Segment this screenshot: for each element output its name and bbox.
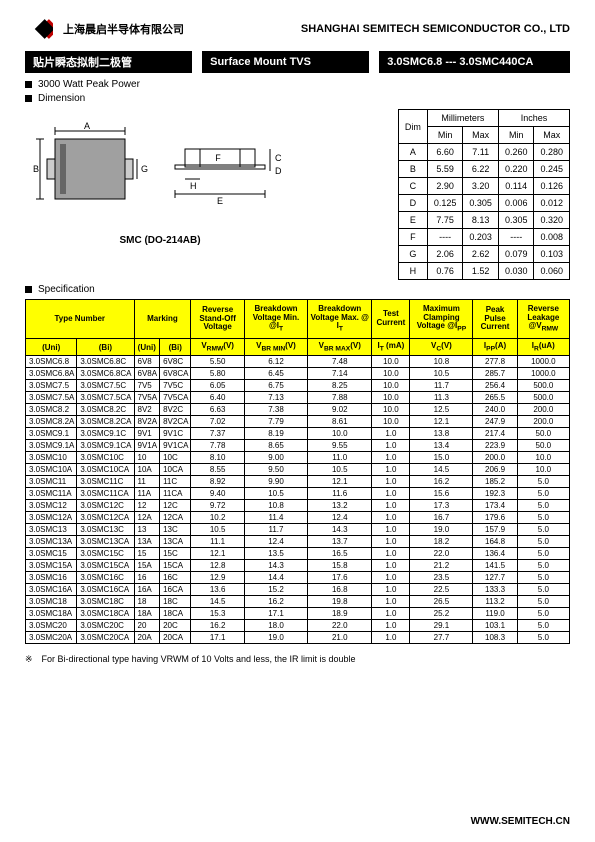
- spec-row: 3.0SMC123.0SMC12C1212C9.7210.813.21.017.…: [26, 500, 570, 512]
- spec-row: 3.0SMC163.0SMC16C1616C12.914.417.61.023.…: [26, 572, 570, 584]
- dim-row: H0.761.520.0300.060: [398, 263, 569, 280]
- footnote: ※ For Bi-directional type having VRWM of…: [25, 652, 570, 665]
- dim-row: E7.758.130.3050.320: [398, 212, 569, 229]
- dim-row: A6.607.110.2600.280: [398, 144, 569, 161]
- spec-row: 3.0SMC9.1A3.0SMC9.1CA9V1A9V1CA7.788.659.…: [26, 440, 570, 452]
- svg-text:C: C: [275, 153, 282, 163]
- spec-row: 3.0SMC6.83.0SMC6.8C6V86V8C5.506.127.4810…: [26, 356, 570, 368]
- svg-text:E: E: [217, 196, 223, 206]
- spec-row: 3.0SMC103.0SMC10C1010C8.109.0011.01.015.…: [26, 452, 570, 464]
- spec-row: 3.0SMC16A3.0SMC16CA16A16CA13.615.216.81.…: [26, 584, 570, 596]
- footer-url: WWW.SEMITECH.CN: [471, 816, 570, 827]
- spec-row: 3.0SMC18A3.0SMC18CA18A18CA15.317.118.91.…: [26, 608, 570, 620]
- feature-power: 3000 Watt Peak Power: [25, 79, 570, 90]
- svg-text:G: G: [141, 164, 148, 174]
- feature-spec: Specification: [25, 284, 570, 295]
- spec-row: 3.0SMC6.8A3.0SMC6.8CA6V8A6V8CA5.806.457.…: [26, 368, 570, 380]
- header: 上海晨启半导体有限公司 SHANGHAI SEMITECH SEMICONDUC…: [25, 15, 570, 43]
- company-logo: [25, 15, 53, 43]
- dim-row: G2.062.620.0790.103: [398, 246, 569, 263]
- company-name-en: SHANGHAI SEMITECH SEMICONDUCTOR CO., LTD: [301, 23, 570, 35]
- dim-row: B5.596.220.2200.245: [398, 161, 569, 178]
- company-name-cn: 上海晨启半导体有限公司: [63, 21, 184, 37]
- svg-text:D: D: [275, 166, 282, 176]
- title-cn: 贴片瞬态拟制二极管: [25, 51, 192, 73]
- spec-row: 3.0SMC183.0SMC18C1818C14.516.219.81.026.…: [26, 596, 570, 608]
- spec-row: 3.0SMC8.2A3.0SMC8.2CA8V2A8V2CA7.027.798.…: [26, 416, 570, 428]
- svg-text:A: A: [84, 121, 90, 131]
- title-part: 3.0SMC6.8 --- 3.0SMC440CA: [379, 51, 570, 73]
- dim-row: F----0.203----0.008: [398, 229, 569, 246]
- spec-row: 3.0SMC11A3.0SMC11CA11A11CA9.4010.511.61.…: [26, 488, 570, 500]
- title-en: Surface Mount TVS: [202, 51, 369, 73]
- package-label: SMC (DO-214AB): [25, 235, 295, 246]
- spec-row: 3.0SMC15A3.0SMC15CA15A15CA12.814.315.81.…: [26, 560, 570, 572]
- spec-row: 3.0SMC9.13.0SMC9.1C9V19V1C7.378.1910.01.…: [26, 428, 570, 440]
- dim-row: C2.903.200.1140.126: [398, 178, 569, 195]
- spec-row: 3.0SMC20A3.0SMC20CA20A20CA17.119.021.01.…: [26, 632, 570, 644]
- spec-row: 3.0SMC8.23.0SMC8.2C8V28V2C6.637.389.0210…: [26, 404, 570, 416]
- spec-row: 3.0SMC7.53.0SMC7.5C7V57V5C6.056.758.2510…: [26, 380, 570, 392]
- svg-text:B: B: [33, 164, 39, 174]
- svg-text:H: H: [190, 181, 197, 191]
- spec-row: 3.0SMC13A3.0SMC13CA13A13CA11.112.413.71.…: [26, 536, 570, 548]
- title-bar: 贴片瞬态拟制二极管 Surface Mount TVS 3.0SMC6.8 --…: [25, 51, 570, 73]
- feature-dimension: Dimension: [25, 93, 570, 104]
- spec-row: 3.0SMC7.5A3.0SMC7.5CA7V5A7V5CA6.407.137.…: [26, 392, 570, 404]
- spec-row: 3.0SMC203.0SMC20C2020C16.218.022.01.029.…: [26, 620, 570, 632]
- spec-row: 3.0SMC12A3.0SMC12CA12A12CA10.211.412.41.…: [26, 512, 570, 524]
- spec-row: 3.0SMC113.0SMC11C1111C8.929.9012.11.016.…: [26, 476, 570, 488]
- spec-row: 3.0SMC153.0SMC15C1515C12.113.516.51.022.…: [26, 548, 570, 560]
- spec-row: 3.0SMC10A3.0SMC10CA10A10CA8.559.5010.51.…: [26, 464, 570, 476]
- svg-text:F: F: [215, 153, 221, 163]
- specification-table: Type Number Marking Reverse Stand-Off Vo…: [25, 299, 570, 644]
- dim-row: D0.1250.3050.0060.012: [398, 195, 569, 212]
- package-diagram: A B G F C D: [25, 109, 295, 280]
- spec-row: 3.0SMC133.0SMC13C1313C10.511.714.31.019.…: [26, 524, 570, 536]
- dimension-table: Dim Millimeters Inches Min Max Min Max A…: [398, 109, 570, 280]
